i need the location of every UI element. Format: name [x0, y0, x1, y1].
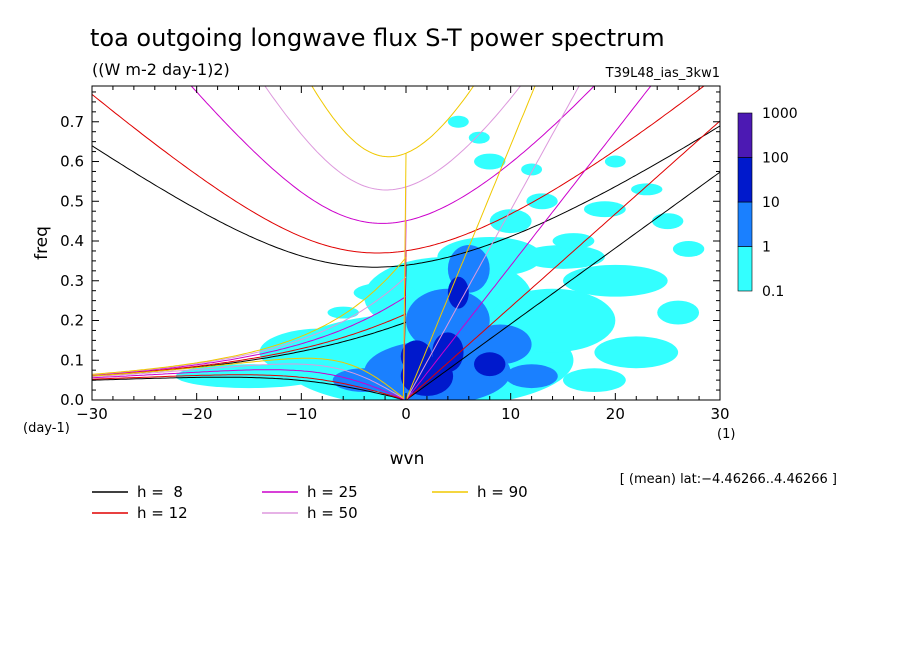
power-cell	[353, 282, 417, 303]
power-cell	[474, 352, 506, 377]
legend-label: h = 8	[137, 483, 183, 501]
legend-label: h = 90	[477, 483, 528, 501]
colorbar-swatch	[737, 246, 753, 292]
dispersion-curve	[405, 86, 652, 400]
x-tick-label: 30	[710, 405, 729, 423]
x-tick-label: 10	[501, 405, 520, 423]
power-cell	[651, 213, 684, 230]
power-cell	[447, 115, 469, 128]
colorbar-label: 1000	[762, 106, 798, 122]
dispersion-curve	[264, 86, 522, 191]
power-cell	[332, 368, 396, 393]
power-cell	[468, 131, 490, 144]
y-tick-label: 0.1	[60, 351, 84, 369]
colorbar-swatch	[737, 201, 753, 247]
region-note: [ (mean) lat:−4.46266..4.46266 ]	[620, 472, 837, 487]
power-cell	[552, 233, 595, 249]
dispersion-curve	[405, 171, 720, 400]
x-tick-label: −10	[286, 405, 318, 423]
power-cell	[327, 306, 359, 319]
x-tick-label: 20	[606, 405, 625, 423]
y-tick-label: 0.3	[60, 272, 84, 290]
colorbar-swatch	[737, 157, 753, 203]
x-tick-labels: −30 −20 −10 0 10 20 30	[76, 405, 729, 423]
power-cell	[505, 364, 558, 389]
power-cell	[526, 193, 558, 210]
legend: h = 8 h = 12 h = 25 h = 50 h = 90	[92, 483, 528, 522]
x-tick-label: 0	[401, 405, 411, 423]
power-cell	[489, 209, 532, 234]
dispersion-curve	[92, 186, 407, 400]
power-cell	[563, 368, 626, 393]
y-tick-label: 0.4	[60, 232, 84, 250]
chart-title: toa outgoing longwave flux S-T power spe…	[90, 24, 665, 52]
dispersion-curve	[405, 120, 720, 400]
run-label: T39L48_ias_3kw1	[605, 66, 720, 81]
power-cell	[657, 300, 700, 325]
dispersion-curve	[311, 86, 475, 158]
legend-label: h = 50	[307, 504, 358, 522]
x-axis-unit: (1)	[717, 427, 735, 442]
colorbar-swatch	[737, 112, 753, 158]
x-tick-label: −20	[181, 405, 213, 423]
dispersion-curves	[92, 86, 720, 400]
y-tick-label: 0.2	[60, 312, 84, 330]
y-tick-label: 0.6	[60, 153, 84, 171]
colorbar-label: 10	[762, 195, 780, 211]
power-cell	[521, 244, 605, 269]
colorbar-label: 1	[762, 240, 771, 256]
power-shading	[175, 115, 705, 400]
power-cell	[406, 288, 490, 353]
colorbar: 0.1 1 10 100 1000	[737, 106, 798, 300]
dispersion-curve	[405, 86, 580, 400]
y-tick-label: 0.5	[60, 192, 84, 210]
power-cell	[631, 183, 663, 196]
dispersion-curve	[92, 257, 407, 375]
power-cell	[563, 264, 668, 297]
legend-label: h = 25	[307, 483, 358, 501]
x-tick-label: −30	[76, 405, 108, 423]
axis-ticks	[91, 86, 721, 401]
power-cell	[521, 163, 543, 176]
power-cell	[604, 155, 626, 168]
y-tick-label: 0.0	[60, 391, 84, 409]
y-tick-label: 0.7	[60, 113, 84, 131]
dispersion-curve	[92, 220, 407, 400]
y-axis-label: freq	[32, 226, 52, 260]
power-cell	[400, 340, 433, 373]
dispersion-curve	[92, 250, 407, 400]
dispersion-curve	[190, 86, 595, 224]
dispersion-curve	[92, 153, 407, 399]
power-cell	[672, 241, 705, 257]
power-cell	[432, 332, 464, 373]
colorbar-label: 0.1	[762, 284, 784, 300]
dispersion-curve	[92, 265, 407, 400]
x-axis-label: wvn	[390, 449, 425, 469]
dispersion-curve	[92, 313, 407, 377]
colorbar-label: 100	[762, 151, 789, 167]
legend-label: h = 12	[137, 504, 188, 522]
y-tick-labels: 0.0 0.1 0.2 0.3 0.4 0.5 0.6 0.7	[60, 113, 84, 409]
dispersion-curve	[92, 296, 407, 376]
dispersion-curve	[405, 86, 536, 400]
y-axis-unit: (day-1)	[23, 421, 70, 436]
power-cell	[474, 153, 506, 170]
power-cell	[594, 336, 679, 369]
power-cell	[583, 201, 626, 218]
chart-units: ((W m-2 day-1)2)	[92, 60, 230, 79]
